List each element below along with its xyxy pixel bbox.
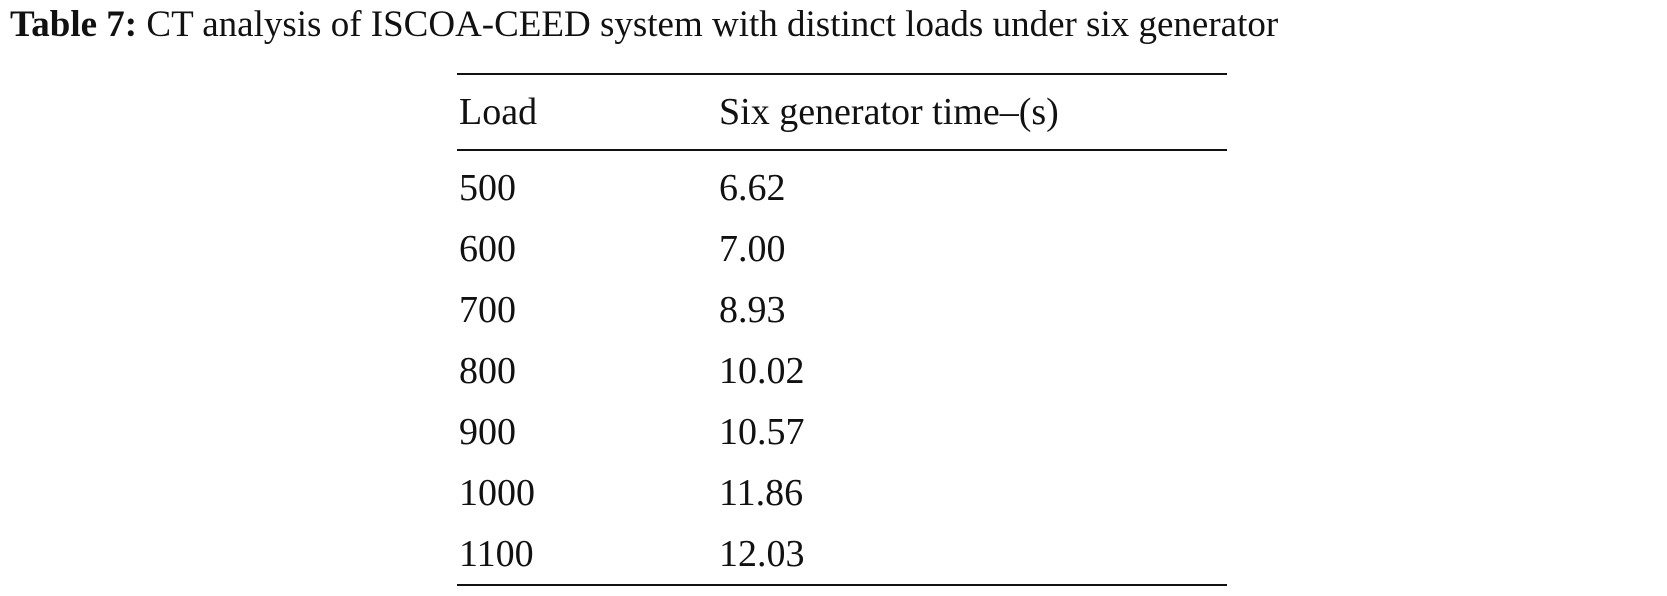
cell-time: 10.02 <box>719 349 805 392</box>
table-container: Load Six generator time–(s) 500 6.62 600… <box>457 73 1227 586</box>
data-table: Load Six generator time–(s) 500 6.62 600… <box>457 73 1227 586</box>
cell-time: 8.93 <box>719 288 786 331</box>
cell-load: 900 <box>459 410 516 453</box>
table-row: 500 6.62 <box>457 150 1227 218</box>
table-row: 900 10.57 <box>457 401 1227 462</box>
cell-load: 1100 <box>459 532 534 575</box>
caption-text: CT analysis of ISCOA-CEED system with di… <box>146 4 1279 45</box>
cell-time: 12.03 <box>719 532 805 575</box>
header-load: Load <box>459 91 538 133</box>
caption-label: Table 7: <box>10 4 138 45</box>
table-caption: Table 7: CT analysis of ISCOA-CEED syste… <box>10 2 1278 48</box>
cell-time: 11.86 <box>719 471 804 514</box>
header-time: Six generator time–(s) <box>719 91 1059 133</box>
header-row: Load Six generator time–(s) <box>457 74 1227 150</box>
cell-time: 6.62 <box>719 166 786 209</box>
table-row: 600 7.00 <box>457 218 1227 279</box>
table-row: 800 10.02 <box>457 340 1227 401</box>
cell-load: 1000 <box>459 471 535 514</box>
cell-time: 10.57 <box>719 410 805 453</box>
table-row: 700 8.93 <box>457 279 1227 340</box>
cell-time: 7.00 <box>719 227 786 270</box>
cell-load: 700 <box>459 288 516 331</box>
cell-load: 600 <box>459 227 516 270</box>
table-row: 1100 12.03 <box>457 523 1227 585</box>
cell-load: 500 <box>459 166 516 209</box>
cell-load: 800 <box>459 349 516 392</box>
table-row: 1000 11.86 <box>457 462 1227 523</box>
